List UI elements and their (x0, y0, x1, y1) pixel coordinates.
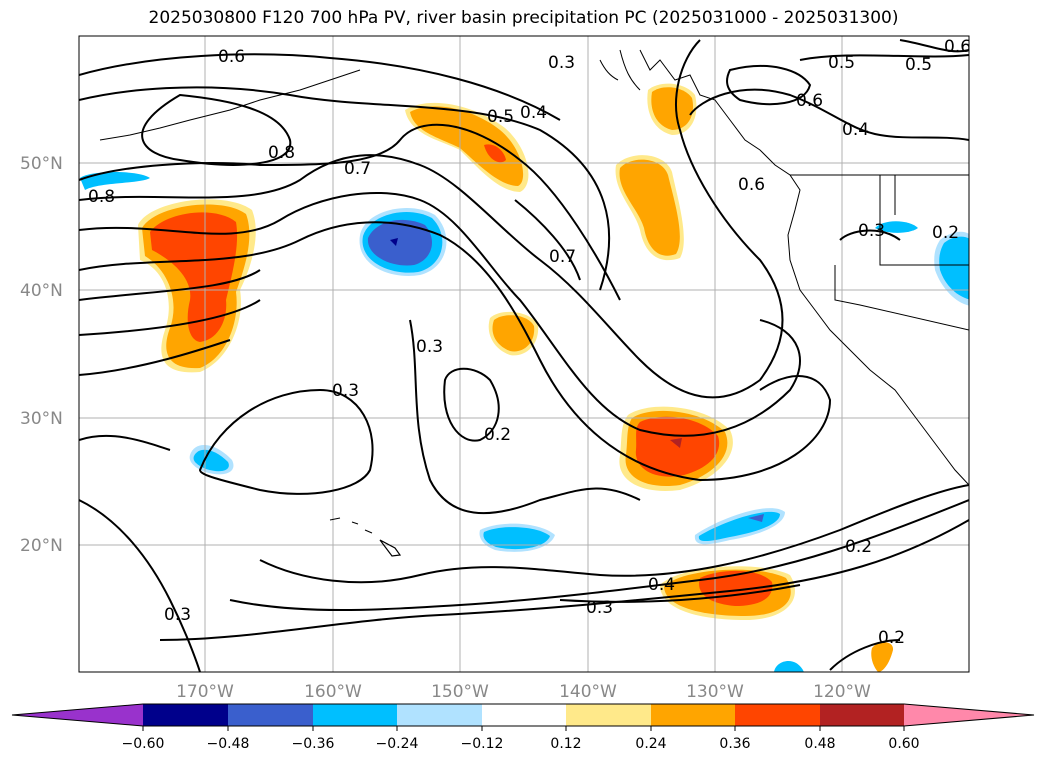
contour-label: 0.3 (164, 605, 191, 625)
contour-label: 0.6 (218, 47, 245, 67)
contour-label: 0.2 (845, 537, 872, 557)
colorbar-tick-label: 0.24 (635, 736, 666, 752)
contour-label: 0.5 (828, 53, 855, 73)
contour-label: 0.3 (332, 381, 359, 401)
longitude-labels: 170°W 160°W 150°W 140°W 130°W 120°W (176, 682, 871, 702)
contour-label: 0.5 (905, 55, 932, 75)
contour-label: 0.2 (484, 425, 511, 445)
map-frame (78, 35, 970, 673)
lon-tick-label: 150°W (431, 682, 489, 702)
precipitation-shading (80, 83, 969, 672)
contour-label: 0.6 (738, 175, 765, 195)
contour-label: 0.5 (487, 107, 514, 127)
colorbar-segment (397, 704, 482, 726)
contour-label: 0.3 (548, 53, 575, 73)
contour-label-layer: 0.6 0.8 0.7 0.5 0.4 0.3 0.7 0.5 0.5 0.6 … (88, 37, 971, 648)
contour-label: 0.7 (344, 159, 371, 179)
contour-label: 0.8 (88, 187, 115, 207)
lat-tick-label: 20°N (20, 536, 63, 556)
lat-tick-label: 30°N (20, 409, 63, 429)
colorbar-segment (820, 704, 904, 726)
colorbar-segment (735, 704, 820, 726)
colorbar-under-arrow (12, 704, 143, 726)
coastlines (99, 49, 969, 557)
colorbar-segment (228, 704, 313, 726)
lat-tick-label: 50°N (20, 154, 63, 174)
latitude-labels: 50°N 40°N 30°N 20°N (20, 154, 63, 556)
contour-label: 0.4 (520, 103, 547, 123)
negative-anomaly-region (483, 527, 550, 550)
lon-tick-label: 120°W (813, 682, 871, 702)
colorbar-ticks (142, 726, 905, 731)
lat-tick-label: 40°N (20, 281, 63, 301)
contour-label: 0.3 (586, 598, 613, 618)
contour-label: 0.8 (268, 143, 295, 163)
colorbar-tick-label: 0.48 (804, 736, 835, 752)
positive-anomaly-region (651, 87, 694, 130)
positive-anomaly-region (619, 159, 680, 256)
colorbar-tick-label: 0.60 (888, 736, 919, 752)
negative-anomaly-region (748, 514, 764, 522)
contour-label: 0.3 (416, 337, 443, 357)
colorbar-segment (566, 704, 651, 726)
contour-label: 0.2 (932, 223, 959, 243)
contour-label: 0.4 (648, 575, 675, 595)
negative-anomaly-region (774, 661, 804, 672)
colorbar-segment (651, 704, 735, 726)
colorbar-tick-label: 0.36 (719, 736, 750, 752)
contour-label: 0.4 (842, 120, 869, 140)
colorbar-tick-label: −0.12 (461, 736, 504, 752)
colorbar-segment (482, 704, 566, 726)
pv-contours (79, 39, 969, 672)
lon-tick-label: 130°W (686, 682, 744, 702)
positive-anomaly-region (871, 642, 894, 672)
map-plot-area: 0.6 0.8 0.7 0.5 0.4 0.3 0.7 0.5 0.5 0.6 … (79, 36, 971, 672)
map-title: 2025030800 F120 700 hPa PV, river basin … (148, 8, 899, 28)
colorbar-tick-label: −0.60 (122, 736, 165, 752)
contour-label: 0.6 (944, 37, 971, 57)
lon-tick-label: 170°W (176, 682, 234, 702)
negative-anomaly-region (80, 172, 150, 190)
negative-anomaly-region (875, 221, 918, 233)
lon-tick-label: 160°W (304, 682, 362, 702)
colorbar-tick-label: −0.36 (292, 736, 335, 752)
positive-anomaly-region (670, 438, 682, 448)
positive-anomaly-region (492, 315, 535, 352)
negative-anomaly-region (390, 238, 398, 246)
contour-label: 0.3 (858, 221, 885, 241)
positive-anomaly-region (484, 144, 506, 163)
colorbar-tick-label: 0.12 (550, 736, 581, 752)
colorbar-segment (143, 704, 228, 726)
positive-anomaly-region (635, 416, 720, 477)
lon-tick-label: 140°W (559, 682, 617, 702)
colorbar-tick-label: −0.24 (376, 736, 419, 752)
positive-anomaly-region (410, 106, 524, 186)
colorbar: −0.60 −0.48 −0.36 −0.24 −0.12 0.12 0.24 … (11, 703, 1035, 752)
colorbar-over-arrow (904, 704, 1034, 726)
contour-label: 0.2 (878, 628, 905, 648)
contour-label: 0.6 (796, 91, 823, 111)
colorbar-tick-label: −0.48 (207, 736, 250, 752)
contour-label: 0.7 (549, 247, 576, 267)
colorbar-segment (313, 704, 397, 726)
positive-anomaly-region (150, 212, 238, 342)
negative-anomaly-region (367, 219, 432, 266)
negative-anomaly-region (939, 236, 969, 300)
